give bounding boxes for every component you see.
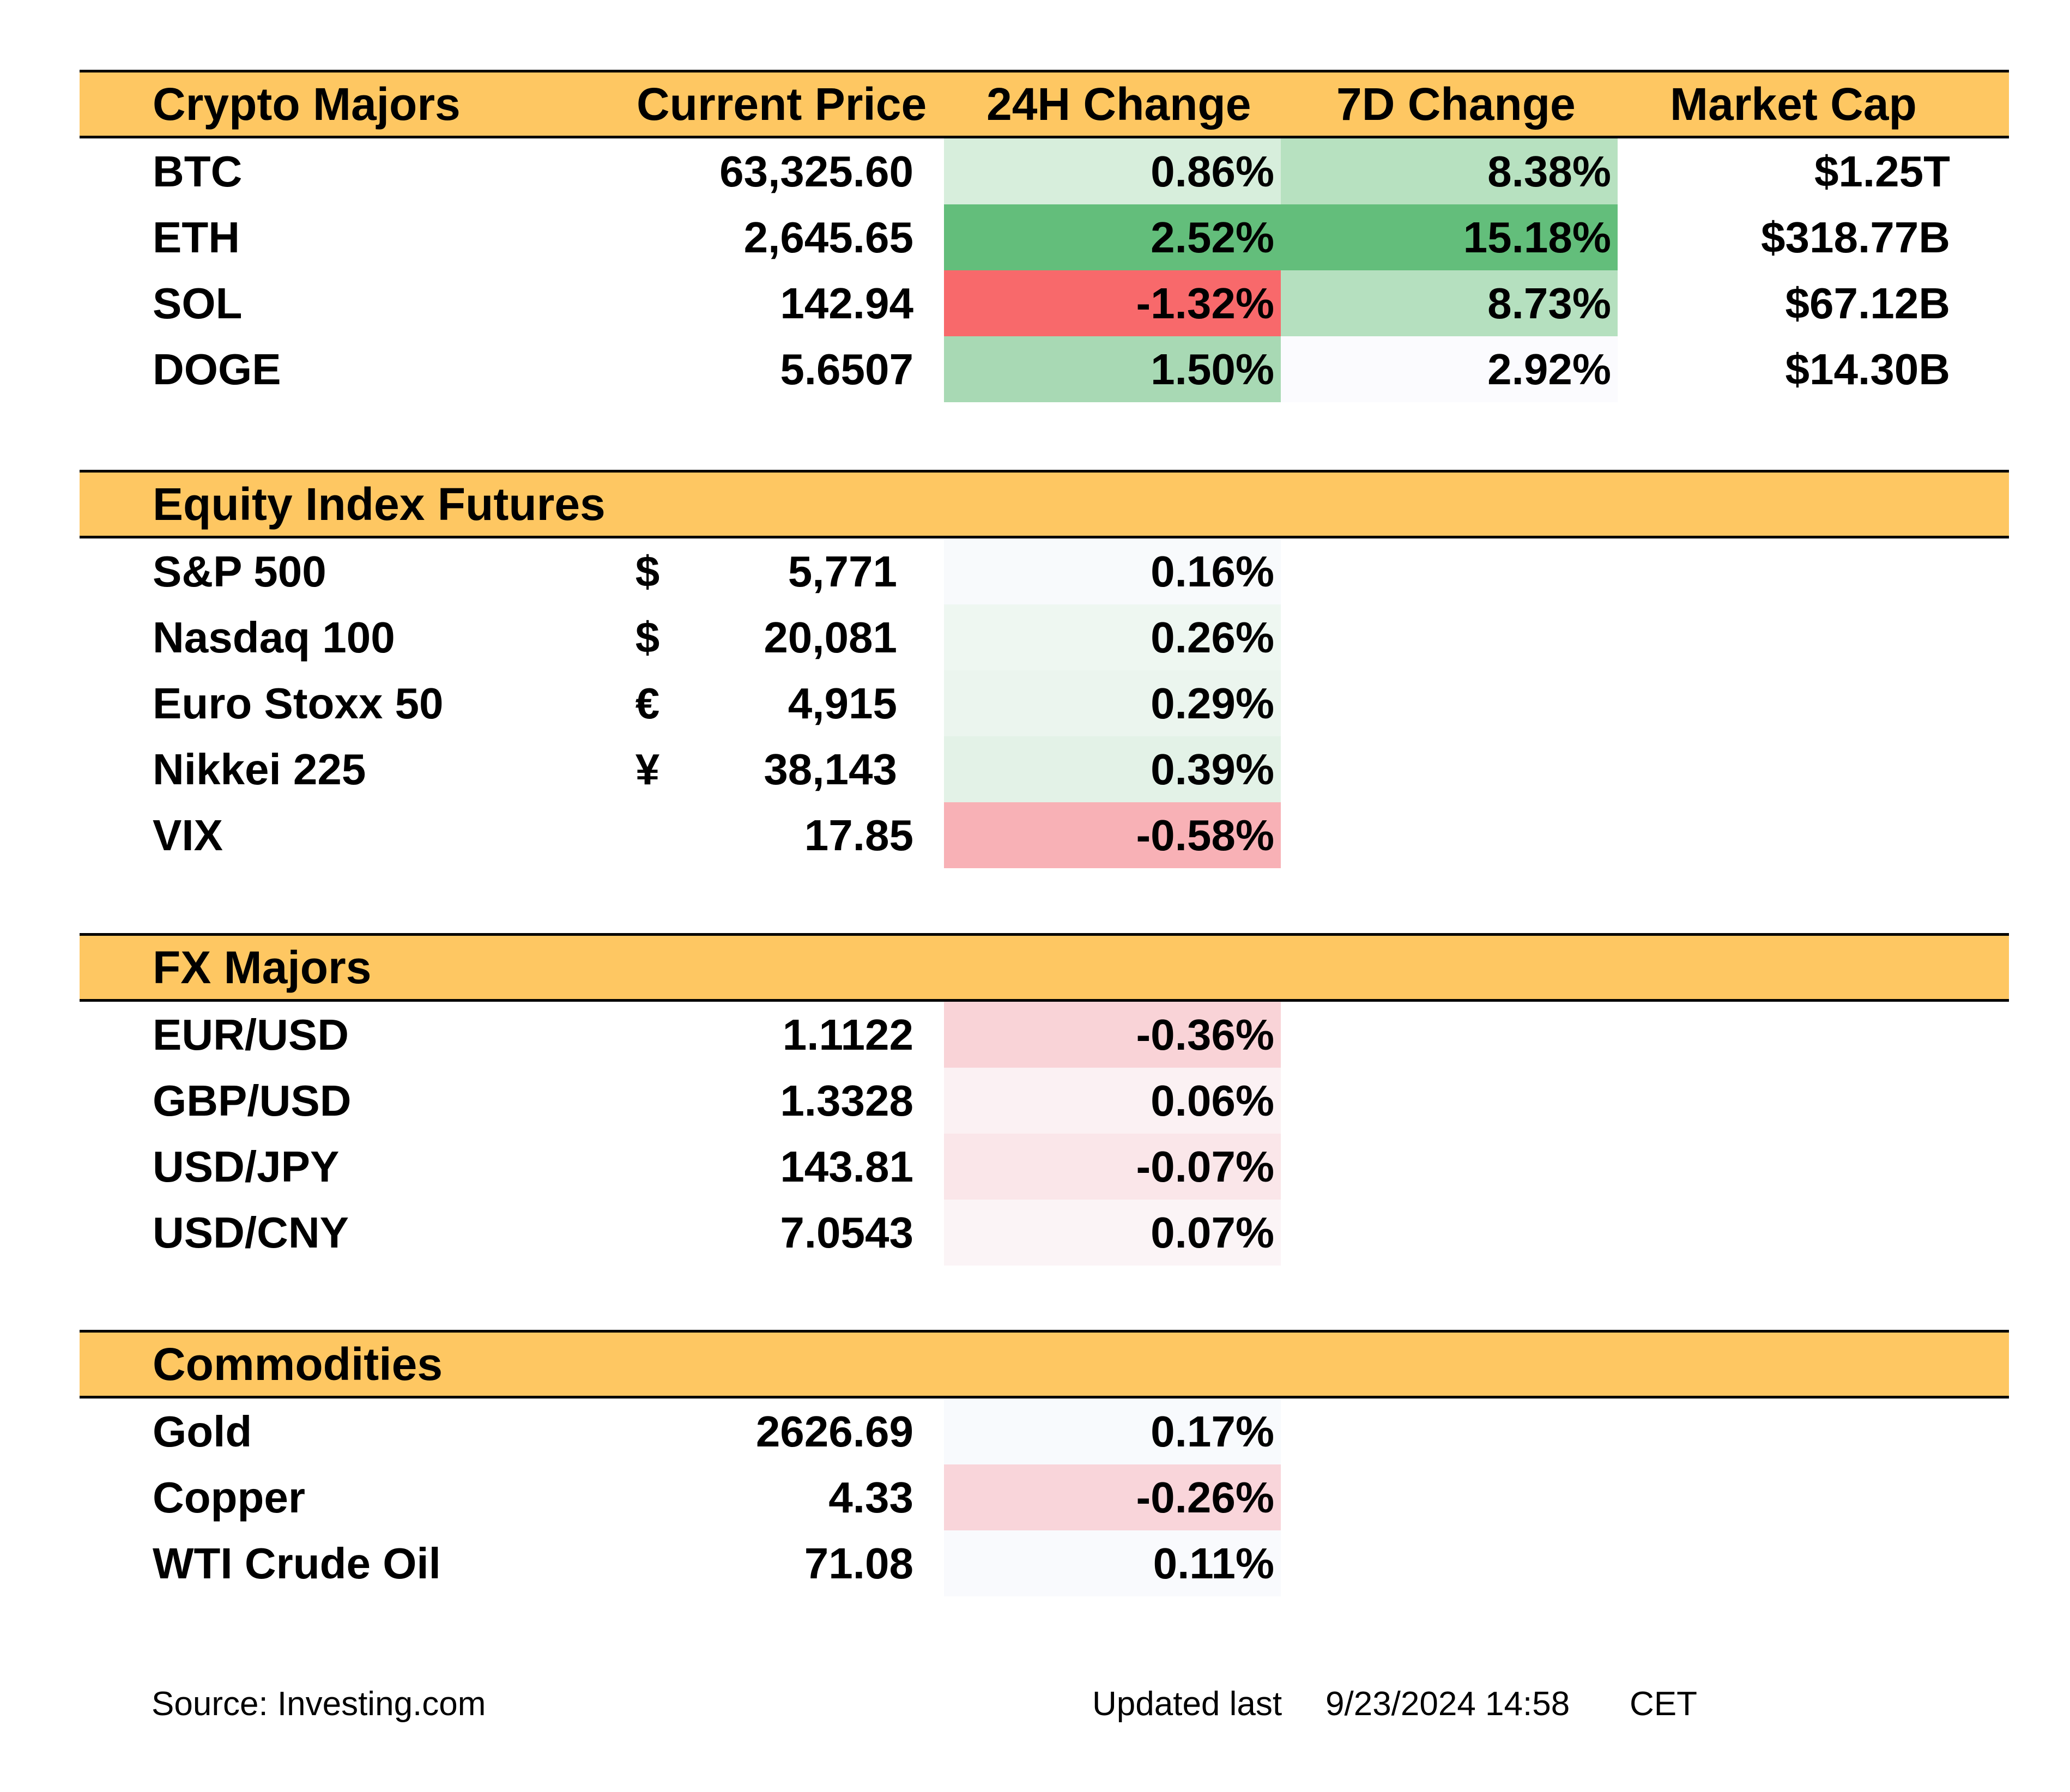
current-price: 2626.69 (755, 1407, 913, 1456)
crypto-header-row: Crypto Majors Current Price 24H Change 7… (80, 70, 2009, 138)
change-24h: -0.36% (944, 1002, 1281, 1068)
index-name: Nikkei 225 (153, 745, 366, 794)
index-name: Nasdaq 100 (153, 613, 395, 662)
change-7d: 2.92% (1281, 336, 1618, 402)
change-24h: 0.86% (944, 138, 1281, 204)
currency-symbol: ¥ (635, 745, 660, 794)
table-row: EUR/USD 1.1122 -0.36% (80, 1002, 2009, 1068)
table-row: Nasdaq 100 $ 20,081 0.26% (80, 604, 2009, 670)
index-name: S&P 500 (153, 547, 326, 596)
current-price: 1.3328 (780, 1076, 913, 1125)
change-24h: 2.52% (944, 204, 1281, 270)
table-row: S&P 500 $ 5,771 0.16% (80, 538, 2009, 604)
currency-symbol (631, 802, 664, 868)
7d-change-column-header: 7D Change (1336, 78, 1576, 130)
index-name: Euro Stoxx 50 (153, 679, 444, 728)
table-row: BTC 63,325.60 0.86% 8.38% $1.25T (80, 138, 2009, 204)
table-row: USD/CNY 7.0543 0.07% (80, 1200, 2009, 1266)
table-row: Gold 2626.69 0.17% (80, 1399, 2009, 1464)
change-24h: 0.17% (944, 1399, 1281, 1464)
market-cap-column-header: Market Cap (1670, 78, 1917, 130)
market-cap: $318.77B (1761, 213, 1950, 262)
current-price: 142.94 (780, 279, 913, 328)
table-row: WTI Crude Oil 71.08 0.11% (80, 1530, 2009, 1596)
current-price: 143.81 (780, 1142, 913, 1191)
change-24h: 0.06% (944, 1068, 1281, 1134)
updated-label: Updated last (1092, 1685, 1282, 1723)
pair-name: EUR/USD (153, 1010, 349, 1059)
currency-symbol: € (635, 679, 660, 728)
change-24h: 0.26% (944, 604, 1281, 670)
current-price-column-header: Current Price (637, 78, 927, 130)
table-row: DOGE 5.6507 1.50% 2.92% $14.30B (80, 336, 2009, 402)
table-row: GBP/USD 1.3328 0.06% (80, 1068, 2009, 1134)
change-24h: 0.07% (944, 1200, 1281, 1266)
fx-majors-table: FX Majors EUR/USD 1.1122 -0.36% GBP/USD … (80, 933, 2009, 1266)
timezone-label: CET (1630, 1685, 1697, 1723)
change-7d: 15.18% (1281, 204, 1618, 270)
change-24h: 1.50% (944, 336, 1281, 402)
24h-change-column-header: 24H Change (986, 78, 1251, 130)
market-cap: $14.30B (1785, 345, 1950, 393)
table-row: ETH 2,645.65 2.52% 15.18% $318.77B (80, 204, 2009, 270)
current-price: 20,081 (764, 613, 897, 662)
change-7d: 8.38% (1281, 138, 1618, 204)
change-24h: 0.11% (944, 1530, 1281, 1596)
pair-name: USD/CNY (153, 1208, 349, 1257)
equity-index-futures-table: Equity Index Futures S&P 500 $ 5,771 0.1… (80, 470, 2009, 868)
current-price: 5,771 (788, 547, 897, 596)
current-price: 38,143 (764, 745, 897, 794)
change-24h: -1.32% (944, 270, 1281, 336)
commodity-name: Gold (153, 1407, 252, 1456)
currency-symbol: $ (635, 613, 660, 662)
current-price: 2,645.65 (743, 213, 913, 262)
equity-section-title: Equity Index Futures (153, 479, 606, 530)
change-7d: 8.73% (1281, 270, 1618, 336)
table-row: Euro Stoxx 50 € 4,915 0.29% (80, 670, 2009, 736)
currency-symbol: $ (635, 547, 660, 596)
crypto-section-title: Crypto Majors (153, 78, 461, 130)
table-row: USD/JPY 143.81 -0.07% (80, 1134, 2009, 1200)
change-24h: 0.39% (944, 736, 1281, 802)
asset-name: DOGE (153, 345, 281, 393)
source-text: Source: Investing.com (152, 1685, 486, 1723)
current-price: 17.85 (804, 811, 913, 859)
index-name: VIX (153, 811, 223, 859)
current-price: 1.1122 (782, 1010, 913, 1059)
fx-header-row: FX Majors (80, 933, 2009, 1002)
asset-name: BTC (153, 147, 243, 196)
change-24h: 0.29% (944, 670, 1281, 736)
equity-header-row: Equity Index Futures (80, 470, 2009, 538)
change-24h: -0.58% (944, 802, 1281, 868)
commodities-table: Commodities Gold 2626.69 0.17% Copper 4.… (80, 1330, 2009, 1596)
current-price: 71.08 (804, 1539, 913, 1588)
commodities-header-row: Commodities (80, 1330, 2009, 1399)
table-row: VIX 17.85 -0.58% (80, 802, 2009, 868)
change-24h: 0.16% (944, 538, 1281, 604)
fx-section-title: FX Majors (153, 942, 372, 993)
change-24h: -0.26% (944, 1464, 1281, 1530)
table-row: SOL 142.94 -1.32% 8.73% $67.12B (80, 270, 2009, 336)
market-cap: $1.25T (1814, 147, 1950, 196)
current-price: 4,915 (788, 679, 897, 728)
change-24h: -0.07% (944, 1134, 1281, 1200)
crypto-majors-table: Crypto Majors Current Price 24H Change 7… (80, 70, 2009, 402)
updated-timestamp: 9/23/2024 14:58 (1325, 1685, 1570, 1723)
pair-name: GBP/USD (153, 1076, 352, 1125)
asset-name: SOL (153, 279, 243, 328)
commodity-name: WTI Crude Oil (153, 1539, 441, 1588)
current-price: 63,325.60 (719, 147, 913, 196)
table-row: Copper 4.33 -0.26% (80, 1464, 2009, 1530)
current-price: 7.0543 (780, 1208, 913, 1257)
current-price: 5.6507 (780, 345, 913, 393)
commodities-section-title: Commodities (153, 1339, 443, 1390)
commodity-name: Copper (153, 1473, 305, 1522)
asset-name: ETH (153, 213, 240, 262)
market-cap: $67.12B (1785, 279, 1950, 328)
footer: Source: Investing.com Updated last 9/23/… (0, 1680, 2070, 1729)
table-row: Nikkei 225 ¥ 38,143 0.39% (80, 736, 2009, 802)
pair-name: USD/JPY (153, 1142, 340, 1191)
current-price: 4.33 (828, 1473, 913, 1522)
